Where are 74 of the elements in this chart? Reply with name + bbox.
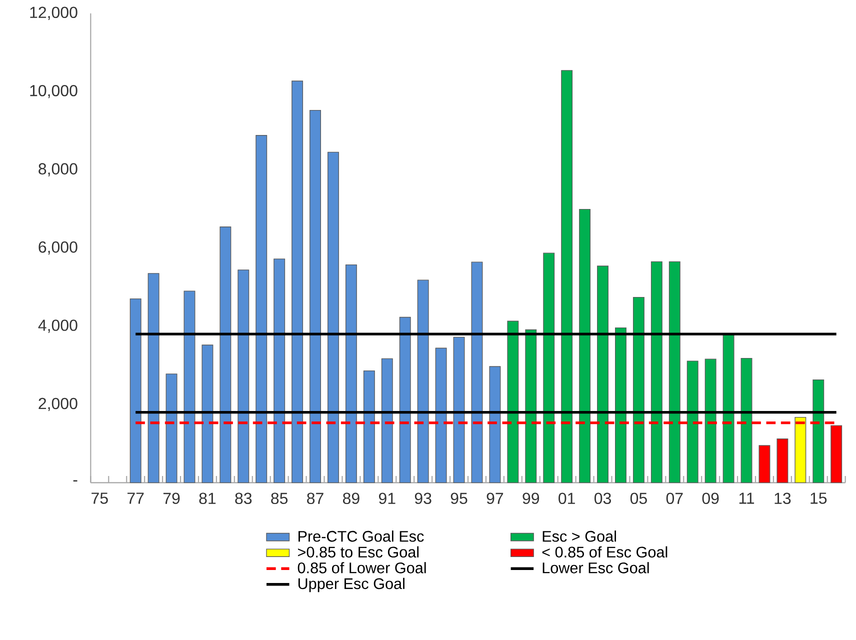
bar xyxy=(166,374,178,484)
legend-label: 0.85 of Lower Goal xyxy=(298,562,426,574)
bar xyxy=(148,273,160,484)
legend-label: < 0.85 of Esc Goal xyxy=(542,546,668,558)
bar xyxy=(399,316,411,484)
x-tick-label: 83 xyxy=(235,492,252,504)
bar xyxy=(471,262,483,484)
bar xyxy=(579,208,591,484)
y-tick-label: 8,000 xyxy=(38,163,78,176)
x-tick-label: 97 xyxy=(486,492,504,504)
x-tick-label: 07 xyxy=(666,492,683,504)
bar xyxy=(489,366,501,484)
bar xyxy=(704,358,716,484)
x-tick-label: 85 xyxy=(271,492,288,504)
bar xyxy=(794,417,806,484)
x-tick-label: 81 xyxy=(199,492,216,504)
bar xyxy=(758,445,770,484)
bar xyxy=(202,344,214,484)
bar xyxy=(453,336,465,484)
x-tick-label: 01 xyxy=(558,492,575,504)
bar xyxy=(381,358,393,484)
x-tick-label: 03 xyxy=(594,492,611,504)
legend-label: Esc > Goal xyxy=(542,530,616,542)
bar xyxy=(328,152,339,484)
bar xyxy=(525,329,537,484)
bar xyxy=(543,252,555,484)
x-tick-label: 95 xyxy=(450,492,468,504)
legend-label: Lower Esc Goal xyxy=(542,562,649,574)
bar xyxy=(722,334,734,484)
x-tick-label: 79 xyxy=(163,492,180,504)
x-tick-label: 15 xyxy=(810,492,827,504)
y-tick-label: 10,000 xyxy=(30,84,78,98)
y-tick-label: 6,000 xyxy=(38,241,78,255)
legend-label: Pre-CTC Goal Esc xyxy=(298,530,424,542)
bar xyxy=(507,320,519,484)
legend-label: Upper Esc Goal xyxy=(298,578,404,592)
x-tick-label: 75 xyxy=(92,492,108,504)
x-tick-label: 87 xyxy=(307,492,324,504)
y-tick-label: 4,000 xyxy=(38,320,78,333)
bar xyxy=(650,261,662,484)
y-tick-label: 2,000 xyxy=(38,398,78,412)
x-tick-label: 77 xyxy=(128,492,144,504)
x-tick-label: 05 xyxy=(630,492,647,504)
bar xyxy=(597,266,608,484)
x-tick-label: 91 xyxy=(379,492,396,504)
bar xyxy=(615,327,626,484)
bar xyxy=(812,379,824,484)
y-tick-label: - xyxy=(73,480,78,482)
bar xyxy=(256,135,268,484)
x-tick-label: 89 xyxy=(343,492,360,504)
bar xyxy=(238,270,250,484)
bar xyxy=(686,360,698,484)
bar xyxy=(220,226,232,484)
bar xyxy=(561,70,573,484)
x-tick-label: 09 xyxy=(702,492,719,504)
bar xyxy=(417,280,429,484)
bar xyxy=(345,264,357,484)
bar xyxy=(130,298,142,484)
x-tick-label: 11 xyxy=(739,492,754,504)
x-tick-label: 99 xyxy=(522,492,540,504)
bar xyxy=(776,438,788,484)
x-tick-label: 93 xyxy=(414,492,432,504)
bar xyxy=(632,296,644,484)
bar xyxy=(363,370,375,484)
bar xyxy=(184,290,196,484)
y-tick-label: 12,000 xyxy=(30,6,78,20)
bar xyxy=(668,261,680,484)
legend-label: >0.85 to Esc Goal xyxy=(298,546,419,558)
bar xyxy=(740,358,752,484)
x-tick-label: 13 xyxy=(774,492,791,504)
bar xyxy=(292,80,304,484)
bar xyxy=(310,110,321,484)
bar xyxy=(274,258,286,484)
bar xyxy=(435,348,447,484)
